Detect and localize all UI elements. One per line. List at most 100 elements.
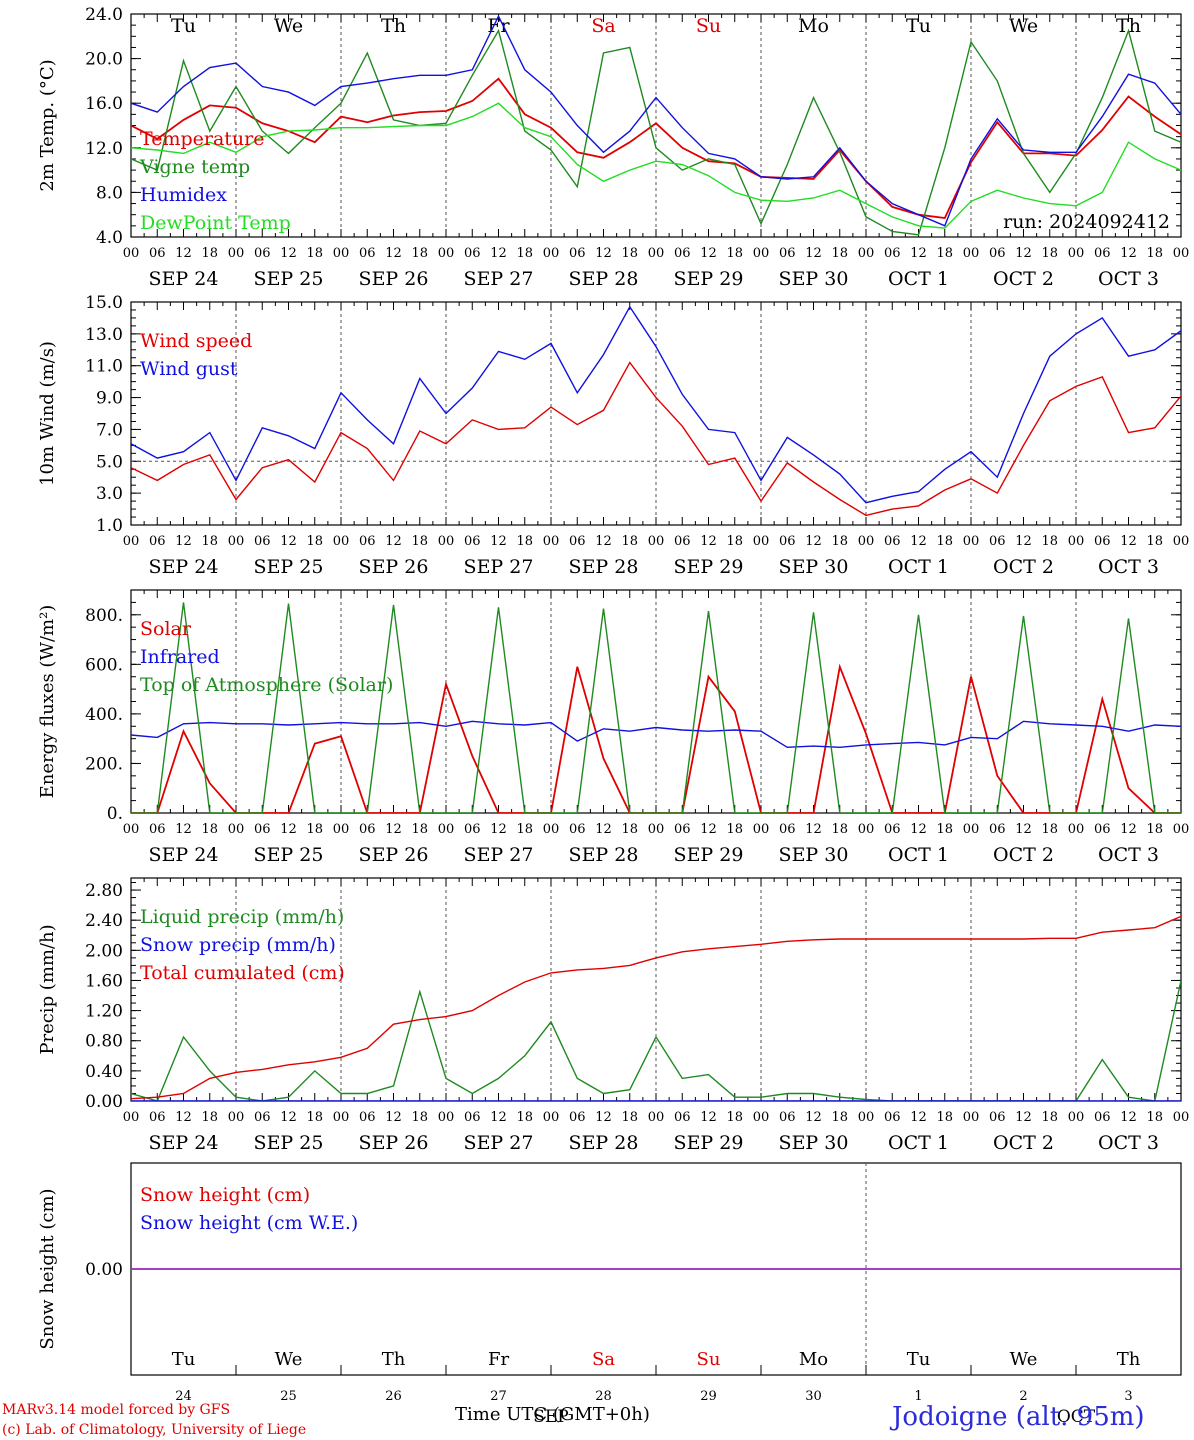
x-hour-label: 12 [1120, 1110, 1137, 1125]
x-hour-label: 18 [1146, 822, 1163, 837]
x-hour-label: 12 [490, 822, 507, 837]
x-hour-label: 12 [175, 534, 192, 549]
series-line-wind-gust [131, 305, 1181, 504]
x-hour-label: 00 [1068, 246, 1085, 261]
x-hour-label: 06 [779, 246, 796, 261]
x-hour-label: 06 [254, 1110, 271, 1125]
date-label: SEP 26 [359, 268, 429, 290]
x-hour-label: 06 [779, 534, 796, 549]
station-label: Jodoigne (alt. 95m) [892, 1402, 1145, 1432]
x-hour-label: 18 [831, 246, 848, 261]
x-hour-label: 00 [333, 534, 350, 549]
x-hour-label: 18 [831, 534, 848, 549]
x-hour-label: 06 [464, 246, 481, 261]
x-hour-label: 06 [254, 534, 271, 549]
y-tick-label: 600. [85, 655, 123, 675]
y-tick-label: 1.20 [85, 1002, 123, 1022]
date-label: OCT 2 [993, 1132, 1054, 1154]
day-number-label: 30 [805, 1389, 822, 1404]
x-hour-label: 18 [726, 534, 743, 549]
series-line-dewpoint-temp [131, 102, 1181, 229]
x-hour-label: 00 [753, 1110, 770, 1125]
weekday-label: Th [382, 1349, 406, 1370]
weekday-label: We [274, 15, 303, 37]
x-hour-label: 00 [963, 534, 980, 549]
y-tick-label: 3.0 [96, 484, 123, 504]
x-hour-label: 18 [726, 1110, 743, 1125]
x-hour-label: 06 [674, 822, 691, 837]
x-hour-label: 18 [1041, 822, 1058, 837]
date-label: OCT 3 [1098, 556, 1159, 578]
legend-entry: Liquid precip (mm/h) [140, 906, 344, 928]
y-axis-label: Snow height (cm) [37, 1188, 58, 1349]
legend-entry: Top of Atmosphere (Solar) [140, 674, 393, 696]
x-hour-label: 18 [726, 246, 743, 261]
series-line-top-of-atmosphere-solar- [131, 602, 1181, 813]
panel-3: 0. 200. 400. 600. 800. Energy fluxes (W/m²) 00… [37, 589, 1189, 866]
y-axis-label: Precip (mm/h) [37, 924, 58, 1054]
x-hour-label: 00 [228, 1110, 245, 1125]
x-hour-label: 06 [1094, 822, 1111, 837]
x-hour-label: 06 [359, 246, 376, 261]
x-hour-label: 06 [1094, 1110, 1111, 1125]
x-hour-label: 00 [123, 246, 140, 261]
y-tick-label: 800. [85, 606, 123, 626]
x-hour-label: 12 [1015, 1110, 1032, 1125]
x-hour-label: 06 [779, 822, 796, 837]
y-tick-label: 1.60 [85, 971, 123, 991]
x-hour-label: 12 [805, 534, 822, 549]
legend-entry: Solar [140, 618, 192, 640]
y-axis-label: 2m Temp. (°C) [37, 59, 58, 191]
weekday-label: Tu [907, 1349, 931, 1370]
x-hour-label: 18 [411, 534, 428, 549]
legend-entry: Total cumulated (cm) [140, 962, 345, 984]
x-hour-label: 18 [831, 822, 848, 837]
y-tick-label: 0. [107, 804, 123, 824]
x-hour-label: 18 [411, 822, 428, 837]
panel-frame [130, 589, 1182, 814]
y-tick-label: 4.0 [96, 228, 123, 248]
x-hour-label: 12 [805, 246, 822, 261]
x-hour-label: 18 [516, 534, 533, 549]
panel-4: 0.00 0.40 0.80 1.20 1.60 2.00 2.40 2.80 Precip (… [37, 877, 1189, 1154]
x-hour-label: 12 [595, 1110, 612, 1125]
x-hour-label: 06 [989, 534, 1006, 549]
x-hour-label: 12 [175, 822, 192, 837]
x-hour-label: 18 [201, 534, 218, 549]
x-hour-label: 12 [385, 822, 402, 837]
day-number-label: 25 [280, 1389, 297, 1404]
x-hour-label: 00 [753, 246, 770, 261]
weekday-label: Su [696, 15, 721, 37]
x-hour-label: 18 [1041, 1110, 1058, 1125]
weekday-label: Sa [592, 1349, 615, 1370]
x-hour-label: 18 [516, 1110, 533, 1125]
weekday-label: We [275, 1349, 303, 1370]
panel-frame [130, 13, 1182, 238]
panel-2: 1.0 3.0 5.0 7.0 9.0 11.0 13.0 15.0 10m Wind (m/s… [37, 293, 1189, 578]
day-number-label: 29 [700, 1389, 717, 1404]
y-tick-label: 7.0 [96, 420, 123, 440]
date-label: SEP 24 [149, 268, 219, 290]
date-label: SEP 25 [254, 844, 324, 866]
x-hour-label: 18 [1146, 246, 1163, 261]
x-hour-label: 00 [1068, 822, 1085, 837]
y-tick-label: 2.40 [85, 911, 123, 931]
x-hour-label: 00 [543, 1110, 560, 1125]
x-hour-label: 00 [333, 822, 350, 837]
x-hour-label: 12 [280, 822, 297, 837]
x-hour-label: 18 [411, 246, 428, 261]
x-hour-label: 06 [989, 246, 1006, 261]
x-hour-label: 12 [1120, 246, 1137, 261]
x-hour-label: 06 [674, 1110, 691, 1125]
day-number-label: 3 [1124, 1389, 1132, 1404]
x-hour-label: 00 [963, 822, 980, 837]
x-hour-label: 18 [201, 1110, 218, 1125]
series-line-liquid-precip-mm-h- [131, 980, 1181, 1101]
legend-entry: DewPoint Temp [140, 212, 291, 234]
weekday-label: Mo [799, 1349, 828, 1370]
x-hour-label: 00 [543, 246, 560, 261]
x-hour-label: 00 [858, 246, 875, 261]
y-tick-label: 0.80 [85, 1032, 123, 1052]
x-hour-label: 18 [936, 822, 953, 837]
